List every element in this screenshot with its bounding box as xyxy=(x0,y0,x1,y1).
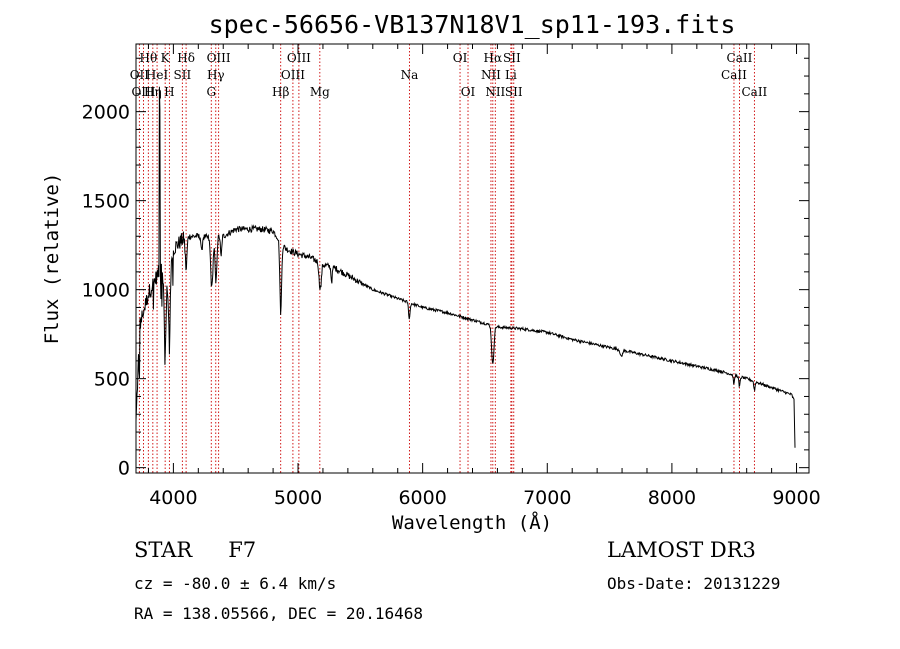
line-marker-label: OI xyxy=(453,51,468,65)
survey-label: LAMOST DR3 xyxy=(607,538,756,562)
line-marker-label: HeI xyxy=(146,68,169,82)
y-tick-label: 0 xyxy=(118,458,130,480)
line-marker-label: NII xyxy=(481,68,501,82)
line-marker-label: NII xyxy=(485,85,505,99)
line-marker-label: Li xyxy=(505,68,517,82)
line-marker-label: H xyxy=(164,85,174,99)
line-marker-label: G xyxy=(206,85,216,99)
x-tick-label: 9000 xyxy=(772,487,820,509)
plot-frame xyxy=(135,43,810,474)
object-class: STAR xyxy=(134,538,193,562)
line-marker-label: Hα xyxy=(484,51,503,65)
line-marker-label: SII xyxy=(505,85,523,99)
y-tick-label: 500 xyxy=(94,369,130,391)
y-axis-label: Flux (relative) xyxy=(41,173,63,345)
line-marker-label: Hβ xyxy=(272,85,289,99)
axis-ticks xyxy=(136,44,809,473)
coordinates-label: RA = 138.05566, DEC = 20.16468 xyxy=(134,604,423,623)
line-marker-label: OIII xyxy=(287,51,311,65)
x-tick-label: 8000 xyxy=(648,487,696,509)
spectrum-line xyxy=(135,86,796,448)
line-marker-label: K xyxy=(161,51,171,65)
y-tick-label: 1000 xyxy=(82,280,130,302)
line-marker-label: Mg xyxy=(310,85,330,99)
y-tick-label: 1500 xyxy=(82,191,130,213)
line-marker-label: CaII xyxy=(721,68,747,82)
line-marker-label: OII xyxy=(130,68,150,82)
line-marker-label: OIII xyxy=(281,68,305,82)
line-marker-label: Na xyxy=(401,68,419,82)
line-marker-label: Hγ xyxy=(207,68,225,82)
line-marker-label: CaII xyxy=(727,51,753,65)
object-class-label: STAR F7 xyxy=(134,538,256,562)
line-marker-label: OIII xyxy=(207,51,231,65)
x-tick-label: 4000 xyxy=(149,487,197,509)
line-marker-label: Hδ xyxy=(177,51,195,65)
line-marker-label: Hθ xyxy=(139,51,157,65)
chart-title: spec-56656-VB137N18V1_sp11-193.fits xyxy=(209,10,736,39)
object-subclass: F7 xyxy=(228,538,257,562)
x-tick-label: 6000 xyxy=(398,487,446,509)
obs-date-label: Obs-Date: 20131229 xyxy=(607,574,781,593)
line-marker-label: OIII xyxy=(131,85,155,99)
x-axis-label: Wavelength (Å) xyxy=(392,511,552,534)
line-marker-label: CaII xyxy=(741,85,767,99)
line-marker-label: OI xyxy=(461,85,476,99)
line-markers xyxy=(138,44,755,473)
line-marker-label: SII xyxy=(174,68,192,82)
y-tick-label: 2000 xyxy=(82,102,130,124)
x-tick-label: 7000 xyxy=(523,487,571,509)
redshift-label: cz = -80.0 ± 6.4 km/s xyxy=(134,574,337,593)
line-marker-label: Hη xyxy=(144,85,162,99)
x-tick-label: 5000 xyxy=(274,487,322,509)
line-marker-label: SII xyxy=(503,51,521,65)
